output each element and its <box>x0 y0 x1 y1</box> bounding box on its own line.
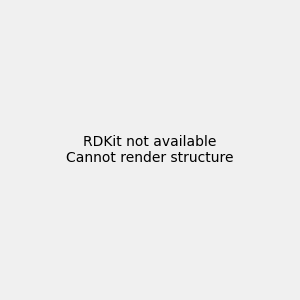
Text: RDKit not available
Cannot render structure: RDKit not available Cannot render struct… <box>66 135 234 165</box>
